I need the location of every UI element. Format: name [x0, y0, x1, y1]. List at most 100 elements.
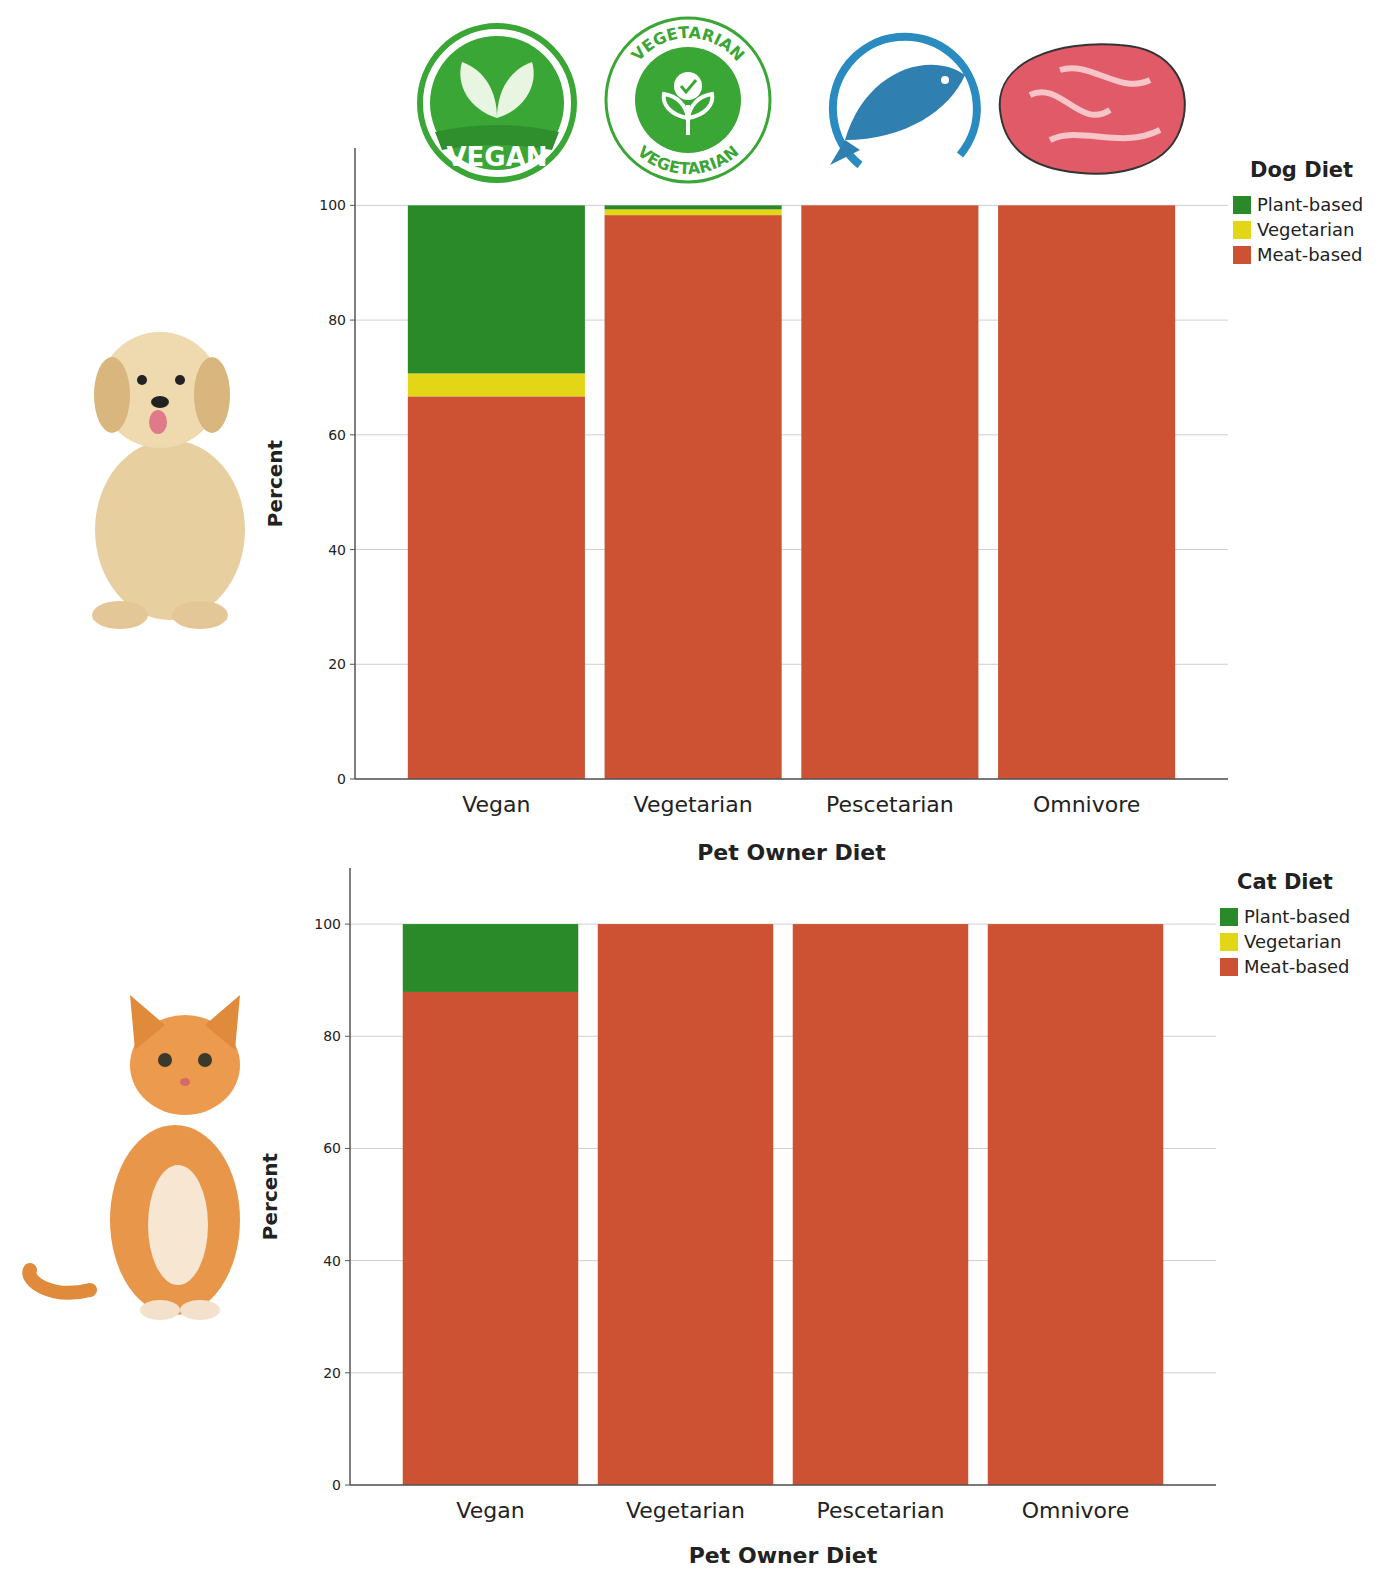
eye	[137, 375, 147, 385]
bar-segment	[403, 992, 579, 1485]
ear	[194, 357, 230, 433]
icon-text-path: VEGETARIAN	[634, 142, 742, 178]
vegan-icon: VEGAN	[420, 26, 574, 180]
bar-segment	[598, 924, 774, 925]
bar-segment	[801, 205, 978, 206]
tick-label: 20	[323, 1365, 341, 1381]
disc	[635, 47, 741, 153]
category-label: Vegan	[456, 1498, 524, 1523]
legend-label: Plant-based	[1257, 194, 1363, 215]
bar-segment	[598, 924, 774, 1485]
nose	[151, 396, 169, 408]
paw	[172, 601, 228, 629]
tick-mark	[345, 924, 350, 925]
tick-mark	[345, 1372, 350, 1373]
bar-segment	[403, 924, 579, 992]
kitten-image	[29, 995, 240, 1320]
category-label: Vegan	[462, 792, 530, 817]
icon-text: VEGETARIAN	[628, 23, 749, 65]
icons: VEGAN VEGETARIAN VEGETARIAN	[29, 18, 1184, 1320]
ears	[130, 995, 240, 1050]
legend-label: Vegetarian	[1257, 219, 1354, 240]
tongue	[149, 410, 167, 434]
bar-segment	[998, 205, 1175, 779]
category-label: Pescetarian	[817, 1498, 945, 1523]
x-axis	[355, 778, 1228, 780]
leaf	[460, 62, 497, 118]
fish-eye	[941, 76, 949, 84]
tick-mark	[350, 664, 355, 665]
steak	[1000, 44, 1185, 173]
category-label: Pescetarian	[826, 792, 954, 817]
bar-segment	[801, 205, 978, 779]
eye	[175, 375, 185, 385]
nose	[180, 1078, 190, 1086]
legend-swatch	[1233, 221, 1251, 239]
legend-swatch	[1220, 933, 1238, 951]
bar-segment	[605, 205, 782, 209]
category-label: Omnivore	[1022, 1498, 1129, 1523]
tick-mark	[345, 1485, 350, 1486]
tick-mark	[350, 320, 355, 321]
legend-swatch	[1220, 908, 1238, 926]
paw	[92, 601, 148, 629]
fish-icon	[830, 37, 977, 165]
x-axis-title: Pet Owner Diet	[697, 840, 886, 865]
puppy-image	[92, 332, 245, 629]
legend-swatch	[1233, 246, 1251, 264]
tick-label: 60	[323, 1140, 341, 1156]
arc	[833, 37, 977, 165]
tick-label: 80	[323, 1028, 341, 1044]
tick-mark	[350, 549, 355, 550]
y-axis-title: Percent	[258, 1152, 282, 1240]
check-disc	[674, 72, 702, 100]
tick-mark	[345, 1148, 350, 1149]
body	[110, 1125, 240, 1315]
vegetarian-icon: VEGETARIAN VEGETARIAN	[606, 18, 770, 182]
legend-swatch	[1220, 958, 1238, 976]
y-axis-title: Percent	[263, 439, 287, 527]
legend-label: Meat-based	[1244, 956, 1350, 977]
grid-line	[355, 779, 1228, 780]
category-label: Omnivore	[1033, 792, 1140, 817]
tick-label: 0	[337, 771, 346, 787]
paw	[140, 1300, 180, 1320]
ring	[606, 18, 770, 182]
category-label: Vegetarian	[634, 792, 753, 817]
tick-label: 20	[328, 656, 346, 672]
bar-segment	[605, 215, 782, 779]
icon-text-path: VEGETARIAN	[628, 23, 749, 65]
bars	[403, 924, 1164, 1485]
ear	[94, 357, 130, 433]
tick-mark	[350, 779, 355, 780]
tick-mark	[350, 205, 355, 206]
eye	[158, 1053, 172, 1067]
bar-segment	[988, 924, 1164, 1485]
eye	[198, 1053, 212, 1067]
category-label: Vegetarian	[626, 1498, 745, 1523]
tick-label: 100	[314, 916, 341, 932]
tick-mark	[350, 434, 355, 435]
page: Vegan Vegetarian Pescetarian Omnivore 0 20 40 6…	[0, 0, 1387, 1579]
legend-label: Plant-based	[1244, 906, 1350, 927]
tick-label: 100	[319, 197, 346, 213]
chart-cat: VeganVegetarianPescetarianOmnivore020406…	[258, 868, 1350, 1568]
tick-label: 40	[323, 1253, 341, 1269]
ring	[420, 26, 574, 180]
legend-swatch	[1233, 196, 1251, 214]
bar-segment	[408, 396, 585, 779]
bar-segment	[793, 924, 969, 925]
bar-segment	[598, 924, 774, 925]
sprout	[664, 94, 713, 135]
tick-label: 80	[328, 312, 346, 328]
tick-mark	[345, 1260, 350, 1261]
legend: Dog DietPlant-basedVegetarianMeat-based	[1233, 158, 1363, 265]
bar-segment	[988, 924, 1164, 925]
paw	[180, 1300, 220, 1320]
bar-segment	[998, 205, 1175, 206]
grid-line	[350, 1485, 1216, 1486]
tick-label: 40	[328, 542, 346, 558]
y-axis	[354, 148, 356, 779]
bar-segment	[605, 209, 782, 215]
bar-segment	[408, 373, 585, 396]
